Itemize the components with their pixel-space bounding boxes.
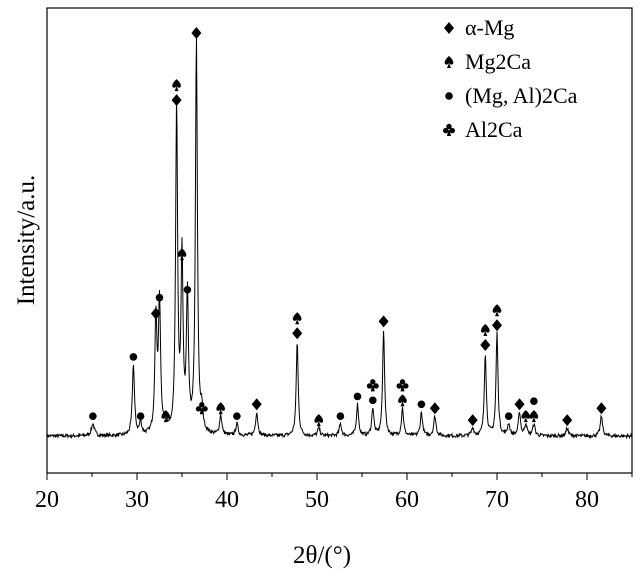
mg2ca-marker <box>529 410 539 423</box>
alpha-mg-marker <box>150 307 161 320</box>
mgal2ca-marker <box>183 285 192 294</box>
al2ca-marker <box>366 379 379 392</box>
x-tick-label: 40 <box>215 487 239 513</box>
mgal2ca-marker <box>530 397 538 405</box>
legend-mg2ca-marker <box>444 56 454 68</box>
al2ca-marker <box>195 402 208 415</box>
legend-label: α-Mg <box>465 15 514 40</box>
y-axis-label: Intensity/a.u. <box>13 175 40 306</box>
x-tick-label: 20 <box>35 487 59 513</box>
legend-label: (Mg, Al)2Ca <box>465 83 578 108</box>
alpha-mg-marker <box>251 398 262 411</box>
alpha-mg-marker <box>480 339 491 352</box>
x-tick-label: 30 <box>125 487 149 513</box>
mgal2ca-marker <box>353 392 362 401</box>
legend-al2ca-marker <box>443 123 455 136</box>
x-axis-ticks: 20 30 40 50 60 70 80 <box>35 473 633 513</box>
mg2ca-marker <box>398 394 407 407</box>
mgal2ca-marker <box>129 353 138 361</box>
mg2ca-marker <box>161 410 171 423</box>
mgal2ca-marker <box>155 293 164 302</box>
alpha-mg-marker <box>292 327 303 340</box>
mg2ca-marker <box>172 79 181 92</box>
alpha-mg-marker <box>378 315 389 328</box>
legend-label: Mg2Ca <box>465 49 531 74</box>
x-tick-label: 70 <box>485 487 509 513</box>
mgal2ca-marker <box>336 412 345 420</box>
mgal2ca-marker <box>136 412 145 420</box>
mgal2ca-marker <box>417 400 426 409</box>
mgal2ca-marker <box>369 396 377 405</box>
mg2ca-marker <box>216 402 226 415</box>
legend: α-Mg Mg2Ca (Mg, Al)2Ca Al2Ca <box>443 15 578 142</box>
alpha-mg-marker <box>191 27 202 39</box>
alpha-mg-marker <box>171 94 182 107</box>
mg2ca-marker <box>292 312 302 325</box>
alpha-mg-marker <box>596 402 607 415</box>
mgal2ca-marker <box>233 412 241 420</box>
mg2ca-marker <box>521 410 531 423</box>
alpha-mg-marker <box>562 414 573 427</box>
alpha-mg-marker <box>429 402 440 415</box>
xrd-pattern-line <box>46 37 633 440</box>
alpha-mg-marker <box>467 414 478 427</box>
mg2ca-marker <box>480 324 490 337</box>
x-tick-label: 50 <box>305 487 329 513</box>
x-axis-label: 2θ/(°) <box>293 542 351 569</box>
x-tick-label: 80 <box>575 487 599 513</box>
peak-markers <box>89 27 607 427</box>
x-tick-label: 60 <box>395 487 419 513</box>
mgal2ca-marker <box>89 412 97 420</box>
legend-alpha-mg-marker <box>444 22 454 34</box>
legend-mgal2ca-marker <box>445 92 453 100</box>
mgal2ca-marker <box>504 412 513 420</box>
al2ca-marker <box>396 379 409 392</box>
legend-label: Al2Ca <box>465 117 523 142</box>
mg2ca-marker <box>492 304 502 317</box>
mg2ca-marker <box>177 248 187 261</box>
plot-area: 20 30 40 50 60 70 80 <box>35 7 633 513</box>
alpha-mg-marker <box>514 398 525 411</box>
plot-frame <box>46 7 633 474</box>
mg2ca-marker <box>314 414 324 427</box>
alpha-mg-marker <box>492 319 502 332</box>
